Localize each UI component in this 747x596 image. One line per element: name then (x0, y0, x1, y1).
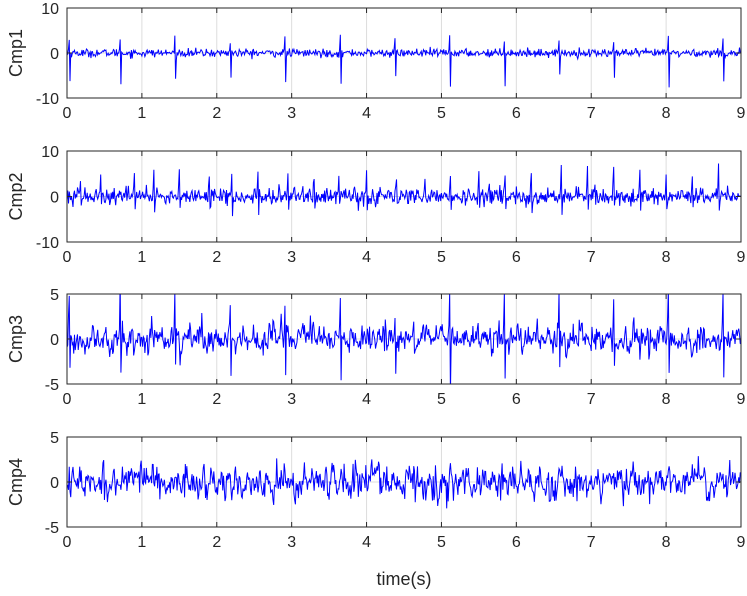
x-tick-label: 0 (63, 391, 72, 408)
x-tick-label: 7 (587, 249, 596, 266)
x-tick-label: 7 (587, 534, 596, 551)
x-tick-label: 0 (63, 534, 72, 551)
y-tick-label: 0 (50, 475, 59, 492)
x-tick-label: 9 (737, 249, 746, 266)
x-tick-label: 9 (737, 534, 746, 551)
x-tick-label: 9 (737, 391, 746, 408)
x-tick-label: 6 (512, 105, 521, 122)
x-tick-label: 2 (212, 249, 221, 266)
x-tick-label: 5 (437, 249, 446, 266)
x-tick-label: 0 (63, 105, 72, 122)
x-tick-label: 5 (437, 391, 446, 408)
x-tick-label: 9 (737, 105, 746, 122)
x-tick-label: 1 (137, 391, 146, 408)
y-tick-label: 0 (50, 46, 59, 63)
y-tick-label: 10 (41, 1, 59, 18)
x-tick-label: 4 (362, 249, 371, 266)
x-tick-label: 4 (362, 391, 371, 408)
x-tick-label: 4 (362, 534, 371, 551)
x-tick-label: 8 (662, 534, 671, 551)
x-tick-label: 7 (587, 391, 596, 408)
x-axis-label: time(s) (377, 569, 432, 589)
y-tick-label: 5 (50, 430, 59, 447)
y-tick-label: 10 (41, 144, 59, 161)
signal-line (67, 34, 741, 88)
x-tick-label: 2 (212, 391, 221, 408)
signal-line (67, 163, 741, 217)
x-tick-label: 8 (662, 249, 671, 266)
x-tick-label: 6 (512, 249, 521, 266)
x-tick-label: 8 (662, 391, 671, 408)
y-axis-label: Cmp4 (6, 458, 26, 506)
signal-line (67, 456, 741, 509)
x-tick-label: 1 (137, 105, 146, 122)
x-tick-label: 2 (212, 105, 221, 122)
y-axis-label: Cmp2 (6, 172, 26, 220)
x-tick-label: 5 (437, 105, 446, 122)
x-tick-label: 8 (662, 105, 671, 122)
y-tick-label: -5 (45, 520, 59, 537)
x-tick-label: 5 (437, 534, 446, 551)
y-tick-label: -10 (36, 91, 59, 108)
x-tick-label: 4 (362, 105, 371, 122)
x-tick-label: 1 (137, 534, 146, 551)
x-tick-label: 3 (287, 105, 296, 122)
y-axis-label: Cmp1 (6, 29, 26, 77)
y-axis-label: Cmp3 (6, 315, 26, 363)
y-tick-label: -10 (36, 235, 59, 252)
y-tick-label: 0 (50, 190, 59, 207)
y-tick-label: -5 (45, 377, 59, 394)
x-tick-label: 2 (212, 534, 221, 551)
x-tick-label: 3 (287, 249, 296, 266)
signal-line (67, 294, 741, 384)
x-tick-label: 6 (512, 391, 521, 408)
y-tick-label: 5 (50, 287, 59, 304)
x-tick-label: 3 (287, 534, 296, 551)
x-tick-label: 7 (587, 105, 596, 122)
x-tick-label: 1 (137, 249, 146, 266)
x-tick-label: 3 (287, 391, 296, 408)
y-tick-label: 0 (50, 332, 59, 349)
x-tick-label: 6 (512, 534, 521, 551)
x-tick-label: 0 (63, 249, 72, 266)
